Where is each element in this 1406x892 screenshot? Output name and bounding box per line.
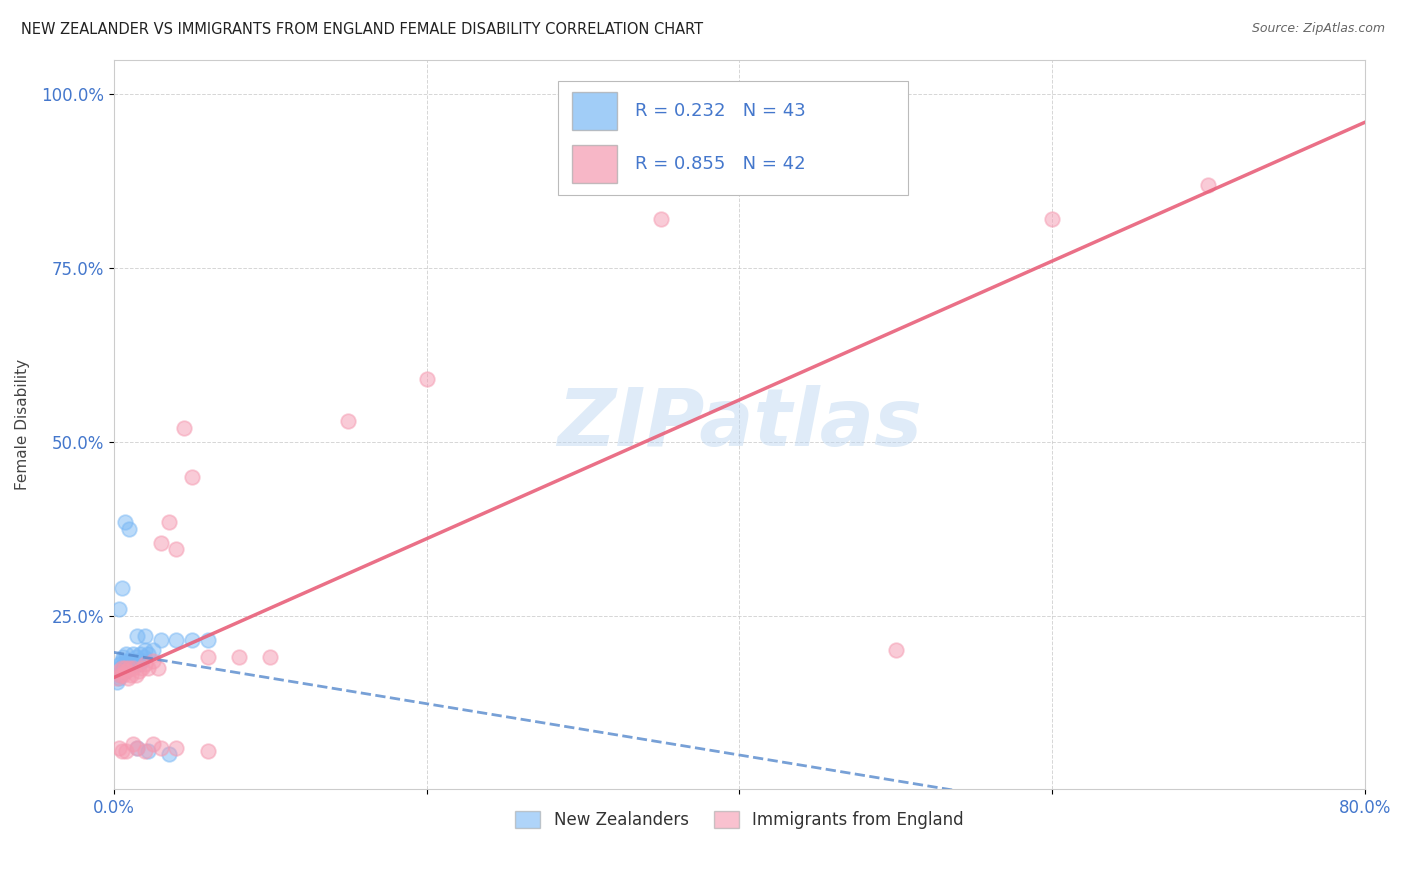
Point — [125, 650, 148, 665]
Legend: New Zealanders, Immigrants from England: New Zealanders, Immigrants from England — [509, 804, 970, 836]
Point — [120, 667, 142, 681]
Point — [337, 414, 360, 428]
Y-axis label: Female Disability: Female Disability — [15, 359, 30, 490]
Point — [142, 643, 165, 657]
Point — [142, 737, 165, 751]
Point — [114, 515, 136, 529]
Point — [228, 650, 250, 665]
Point — [114, 654, 136, 668]
Point — [128, 664, 150, 678]
Point — [136, 660, 159, 674]
Point — [121, 647, 143, 661]
Point — [181, 469, 204, 483]
Text: ZIPatlas: ZIPatlas — [557, 385, 922, 464]
Point — [112, 660, 135, 674]
Point — [197, 744, 219, 758]
Point — [118, 654, 141, 668]
Point — [111, 581, 134, 595]
Point — [650, 212, 672, 227]
Point — [122, 657, 145, 672]
Point — [173, 421, 195, 435]
Point — [117, 660, 139, 674]
Point — [111, 664, 134, 678]
Point — [127, 629, 149, 643]
Point — [127, 740, 149, 755]
Text: NEW ZEALANDER VS IMMIGRANTS FROM ENGLAND FEMALE DISABILITY CORRELATION CHART: NEW ZEALANDER VS IMMIGRANTS FROM ENGLAND… — [21, 22, 703, 37]
Point — [112, 650, 135, 665]
Point — [107, 664, 129, 678]
Point — [111, 654, 134, 668]
Point — [415, 372, 437, 386]
Point — [134, 744, 156, 758]
Point — [884, 643, 907, 657]
Point — [149, 632, 172, 647]
Point — [108, 667, 131, 681]
Point — [128, 657, 150, 672]
Point — [134, 629, 156, 643]
Point — [146, 660, 169, 674]
Point — [259, 650, 281, 665]
Point — [127, 654, 149, 668]
Point — [165, 740, 187, 755]
Point — [118, 660, 141, 674]
Point — [108, 667, 131, 681]
Text: Source: ZipAtlas.com: Source: ZipAtlas.com — [1251, 22, 1385, 36]
Point — [134, 657, 156, 672]
Point — [149, 535, 172, 549]
Point — [1040, 212, 1063, 227]
Point — [118, 660, 141, 674]
Point — [131, 660, 153, 674]
Point — [107, 740, 129, 755]
Point — [136, 744, 159, 758]
Point — [105, 674, 128, 689]
Point — [118, 522, 141, 536]
Point — [131, 654, 153, 668]
Point — [108, 657, 131, 672]
Point — [121, 737, 143, 751]
Point — [112, 667, 135, 681]
Point — [114, 664, 136, 678]
Point — [115, 744, 138, 758]
Point — [149, 740, 172, 755]
Point — [125, 667, 148, 681]
Point — [197, 632, 219, 647]
Point — [157, 747, 180, 762]
Point — [117, 671, 139, 685]
Point — [165, 542, 187, 557]
Point — [142, 654, 165, 668]
Point — [197, 650, 219, 665]
Point — [115, 647, 138, 661]
Point — [129, 647, 152, 661]
Point — [165, 632, 187, 647]
Point — [107, 660, 129, 674]
Point — [107, 671, 129, 685]
Point — [136, 647, 159, 661]
Point — [121, 660, 143, 674]
Point — [115, 664, 138, 678]
Point — [157, 515, 180, 529]
Point — [127, 740, 149, 755]
Point — [120, 657, 142, 672]
Point — [117, 657, 139, 672]
Point — [134, 643, 156, 657]
Point — [111, 744, 134, 758]
Point — [114, 660, 136, 674]
Point — [105, 671, 128, 685]
Point — [121, 654, 143, 668]
Point — [115, 657, 138, 672]
Point — [132, 650, 155, 665]
Point — [111, 660, 134, 674]
Point — [107, 601, 129, 615]
Point — [1197, 178, 1219, 192]
Point — [181, 632, 204, 647]
